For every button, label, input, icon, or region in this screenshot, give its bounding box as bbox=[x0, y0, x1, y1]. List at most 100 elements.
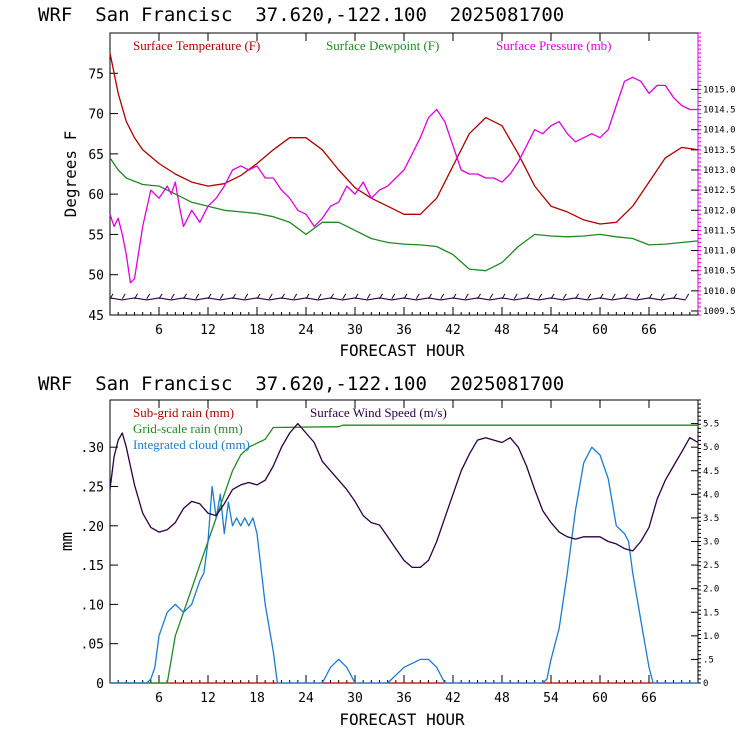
y-tick-label: .15 bbox=[81, 559, 104, 574]
legend-entry: Surface Wind Speed (m/s) bbox=[310, 405, 447, 420]
x-tick-label: 6 bbox=[155, 323, 163, 338]
wind-barb bbox=[440, 293, 445, 300]
x-tick-label: 30 bbox=[347, 691, 363, 706]
y2-tick-label: 1011.0 bbox=[703, 247, 736, 257]
x-tick-label: 18 bbox=[249, 323, 265, 338]
y2-tick-label: 3.5 bbox=[703, 514, 719, 524]
y2-tick-label: 1014.5 bbox=[703, 106, 736, 116]
y2-tick-label: 5.0 bbox=[703, 443, 719, 453]
legend-entry: Surface Dewpoint (F) bbox=[326, 38, 439, 53]
series-line-4 bbox=[109, 422, 699, 569]
y2-tick-label: 1015.0 bbox=[703, 85, 736, 95]
wind-barb bbox=[660, 293, 665, 300]
series-line-3 bbox=[109, 76, 698, 284]
x-axis-label: FORECAST HOUR bbox=[339, 341, 465, 360]
y-tick-label: .05 bbox=[81, 638, 104, 653]
series-line-2 bbox=[109, 157, 699, 272]
wind-barb bbox=[489, 293, 494, 300]
x-tick-label: 12 bbox=[200, 691, 216, 706]
x-tick-label: 60 bbox=[592, 691, 608, 706]
wind-barb bbox=[391, 293, 396, 300]
y2-tick-label: 4.0 bbox=[703, 490, 719, 500]
y-axis-label: mm bbox=[57, 532, 76, 551]
series-line-1 bbox=[109, 52, 699, 225]
y-tick-label: 60 bbox=[88, 188, 104, 203]
wind-barb bbox=[195, 293, 200, 300]
x-tick-label: 36 bbox=[396, 323, 412, 338]
y-tick-label: .30 bbox=[81, 441, 104, 456]
x-tick-label: 42 bbox=[445, 691, 461, 706]
x-tick-label: 12 bbox=[200, 323, 216, 338]
chart-panel-2: WRF San Francisc 37.620,-122.100 2025081… bbox=[38, 373, 719, 729]
chart-header: WRF San Francisc 37.620,-122.100 2025081… bbox=[38, 373, 564, 395]
wind-barb bbox=[366, 293, 371, 300]
legend-entry: Sub-grid rain (mm) bbox=[133, 405, 234, 420]
x-axis-label: FORECAST HOUR bbox=[339, 710, 465, 729]
y2-tick-label: 1014.0 bbox=[703, 126, 736, 136]
wind-barb bbox=[342, 293, 347, 300]
y2-tick-label: 1009.5 bbox=[703, 307, 736, 317]
x-tick-label: 48 bbox=[494, 323, 510, 338]
wind-barb bbox=[415, 293, 420, 300]
wind-barb bbox=[562, 293, 567, 300]
wind-barb bbox=[464, 293, 469, 300]
wind-barb bbox=[611, 293, 616, 300]
y2-tick-label: 2.0 bbox=[703, 585, 719, 595]
y-tick-label: .25 bbox=[81, 480, 104, 495]
y2-tick-label: 1013.0 bbox=[703, 166, 736, 176]
y-tick-label: 45 bbox=[88, 309, 104, 324]
wind-barb bbox=[538, 293, 543, 300]
legend-entry: Integrated cloud (mm) bbox=[133, 437, 250, 452]
y2-tick-label: 1013.5 bbox=[703, 146, 736, 156]
wind-barb bbox=[513, 293, 518, 300]
y2-tick-label: 1012.5 bbox=[703, 186, 736, 196]
wind-barb-line bbox=[109, 297, 686, 301]
legend-entry: Surface Temperature (F) bbox=[133, 38, 260, 53]
y-tick-label: 70 bbox=[88, 108, 104, 123]
x-tick-label: 24 bbox=[298, 323, 314, 338]
series-line-2 bbox=[110, 424, 698, 684]
x-tick-label: 54 bbox=[543, 691, 559, 706]
wind-barb bbox=[244, 293, 249, 300]
wind-barb bbox=[636, 293, 641, 300]
y-axis-label: Degrees F bbox=[61, 131, 80, 218]
legend-entry: Surface Pressure (mb) bbox=[496, 38, 612, 53]
x-tick-label: 66 bbox=[641, 323, 657, 338]
y2-tick-label: 1012.0 bbox=[703, 206, 736, 216]
y-tick-label: 75 bbox=[88, 67, 104, 82]
y2-tick-label: 3.0 bbox=[703, 538, 719, 548]
chart-panel-1: WRF San Francisc 37.620,-122.100 2025081… bbox=[38, 4, 736, 360]
wind-barb bbox=[121, 293, 126, 300]
series-line-3 bbox=[110, 446, 698, 684]
x-tick-label: 18 bbox=[249, 691, 265, 706]
y2-tick-label: 4.5 bbox=[703, 467, 719, 477]
y2-tick-label: 1.5 bbox=[703, 608, 719, 618]
x-tick-label: 30 bbox=[347, 323, 363, 338]
y2-tick-label: 1.0 bbox=[703, 632, 719, 642]
y-tick-label: 65 bbox=[88, 148, 104, 163]
wind-barb bbox=[685, 293, 690, 300]
wind-barb bbox=[219, 293, 224, 300]
x-tick-label: 48 bbox=[494, 691, 510, 706]
x-tick-label: 54 bbox=[543, 323, 559, 338]
plot-frame bbox=[109, 32, 699, 316]
x-tick-label: 42 bbox=[445, 323, 461, 338]
y-tick-label: .10 bbox=[81, 598, 104, 613]
y2-tick-label: 1011.5 bbox=[703, 226, 736, 236]
wind-barb bbox=[170, 293, 175, 300]
wind-barb bbox=[317, 293, 322, 300]
y-tick-label: 0 bbox=[96, 677, 104, 692]
wind-barb bbox=[146, 293, 151, 300]
wind-barb bbox=[268, 293, 273, 300]
y-tick-label: .20 bbox=[81, 520, 104, 535]
x-tick-label: 36 bbox=[396, 691, 412, 706]
legend-entry: Grid-scale rain (mm) bbox=[133, 421, 243, 436]
wind-barb bbox=[293, 293, 298, 300]
y2-tick-label: 1010.5 bbox=[703, 267, 736, 277]
y2-tick-label: .5 bbox=[703, 655, 714, 665]
y2-tick-label: 0 bbox=[703, 679, 708, 689]
y-tick-label: 50 bbox=[88, 269, 104, 284]
y2-tick-label: 5.5 bbox=[703, 420, 719, 430]
x-tick-label: 6 bbox=[155, 691, 163, 706]
